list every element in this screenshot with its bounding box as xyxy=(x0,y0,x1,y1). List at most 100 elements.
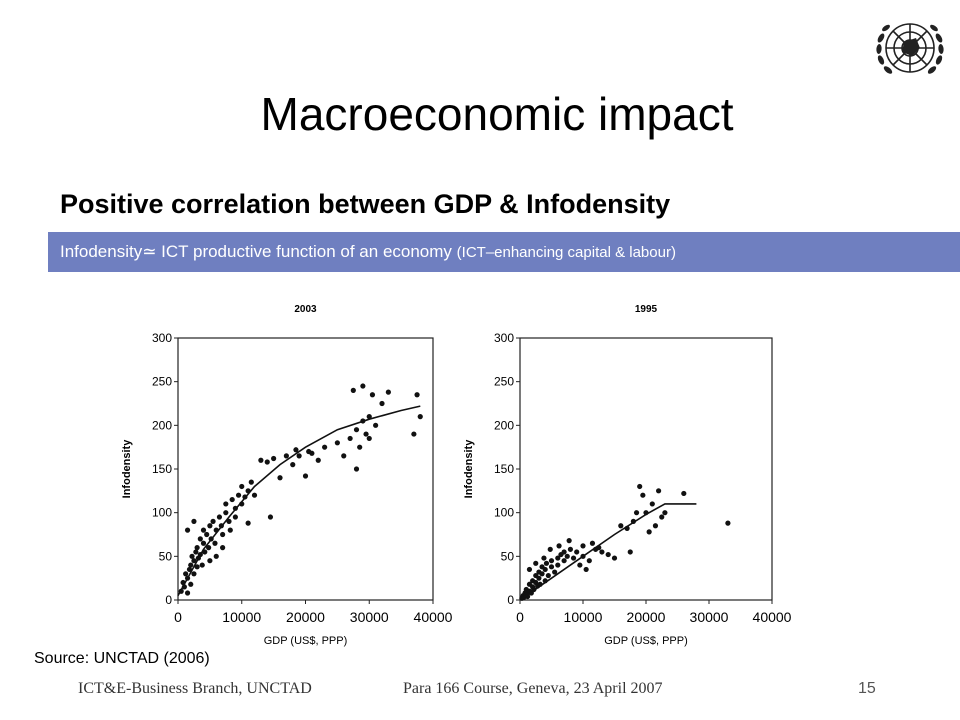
data-point xyxy=(188,581,194,587)
data-point xyxy=(350,387,356,393)
data-point xyxy=(555,562,561,568)
data-point xyxy=(341,453,347,459)
chart-title: 1995 xyxy=(635,304,658,315)
data-point xyxy=(239,483,245,490)
x-tick-label: 20000 xyxy=(286,609,325,625)
data-point xyxy=(561,558,567,564)
y-tick-label: 250 xyxy=(152,375,172,389)
chart-1: 1995 0 50 100 150 200 250 300 0 10000 20000 30000 40… xyxy=(463,304,792,647)
footer-course: Para 166 Course, Geneva, 23 April 2007 xyxy=(403,680,663,697)
data-point xyxy=(681,490,687,497)
data-point xyxy=(199,562,205,568)
data-point xyxy=(646,529,652,535)
x-tick-label: 10000 xyxy=(564,609,603,625)
data-point xyxy=(293,447,299,453)
data-point xyxy=(357,444,363,450)
data-point xyxy=(567,546,573,552)
data-point xyxy=(184,590,191,596)
data-point xyxy=(197,536,203,542)
data-point xyxy=(366,414,372,420)
data-point xyxy=(226,518,232,524)
data-point xyxy=(315,457,321,463)
y-tick-label: 50 xyxy=(159,549,173,563)
y-axis-label: Infodensity xyxy=(463,439,475,499)
data-point xyxy=(264,459,270,465)
chart-0: 2003 0 50 100 150 200 250 300 0 10000 20000 30000 40… xyxy=(121,304,453,647)
data-point xyxy=(536,575,542,581)
data-point xyxy=(296,453,302,459)
x-tick-label: 10000 xyxy=(222,609,261,625)
data-point xyxy=(547,546,553,552)
data-point xyxy=(599,549,605,555)
data-point xyxy=(618,523,624,529)
data-point xyxy=(543,560,550,566)
data-point xyxy=(193,549,199,555)
data-point xyxy=(545,572,551,579)
data-point xyxy=(334,440,340,446)
data-point xyxy=(245,520,251,526)
y-tick-label: 100 xyxy=(152,506,172,520)
data-point xyxy=(417,414,423,420)
data-point xyxy=(652,523,659,529)
data-point xyxy=(189,553,195,559)
data-point xyxy=(184,527,191,533)
y-tick-label: 150 xyxy=(494,462,514,476)
data-point xyxy=(258,457,264,463)
data-point xyxy=(216,514,223,520)
y-tick-label: 250 xyxy=(494,375,514,389)
data-point xyxy=(541,555,547,561)
data-point xyxy=(220,545,226,551)
data-point xyxy=(586,558,592,564)
data-point xyxy=(366,435,372,442)
data-point xyxy=(191,558,197,564)
y-tick-label: 300 xyxy=(152,331,172,345)
data-point xyxy=(347,435,353,442)
data-point xyxy=(353,427,360,433)
data-point xyxy=(183,571,189,577)
data-point xyxy=(640,492,646,498)
data-point xyxy=(656,488,662,494)
data-point xyxy=(552,569,558,575)
plot-frame xyxy=(177,337,434,601)
data-point xyxy=(633,510,640,516)
x-tick-label: 30000 xyxy=(350,609,389,625)
slide-title: Macroeconomic impact xyxy=(260,88,734,140)
data-point xyxy=(548,564,555,570)
data-point xyxy=(302,473,309,479)
data-point xyxy=(555,555,561,561)
y-axis-label: Infodensity xyxy=(121,439,133,499)
data-point xyxy=(373,422,379,428)
un-emblem-icon xyxy=(876,23,944,74)
data-point xyxy=(414,392,420,398)
data-point xyxy=(186,566,193,573)
data-point xyxy=(223,501,229,507)
data-point xyxy=(589,540,596,546)
data-point xyxy=(542,566,548,573)
data-point xyxy=(611,555,618,561)
x-tick-label: 40000 xyxy=(753,609,792,625)
slide-subtitle: Positive correlation between GDP & Infod… xyxy=(60,189,671,219)
data-point xyxy=(213,553,219,559)
data-point xyxy=(204,531,210,538)
data-point xyxy=(574,549,580,555)
banner-main-text: Infodensity≃ ICT productive function of … xyxy=(60,242,452,261)
data-point xyxy=(533,560,539,566)
data-point xyxy=(207,558,213,564)
data-point xyxy=(322,444,328,450)
data-point xyxy=(200,527,207,533)
data-point xyxy=(583,566,589,573)
y-tick-label: 200 xyxy=(494,418,514,432)
data-point xyxy=(227,527,233,533)
source-note: Source: UNCTAD (2006) xyxy=(34,650,210,667)
data-point xyxy=(363,431,369,437)
y-tick-label: 150 xyxy=(152,462,172,476)
trend-line xyxy=(177,405,421,596)
data-point xyxy=(210,518,216,524)
data-point xyxy=(649,501,655,507)
x-tick-label: 30000 xyxy=(690,609,729,625)
data-point xyxy=(566,538,572,544)
data-point xyxy=(577,562,583,568)
data-point xyxy=(548,558,555,564)
data-point xyxy=(659,514,665,520)
